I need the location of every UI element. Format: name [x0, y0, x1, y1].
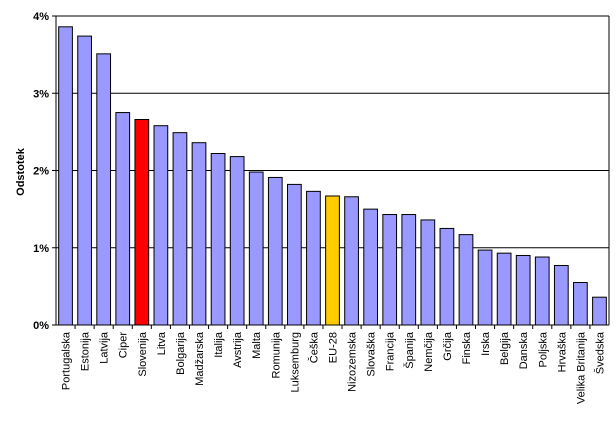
bar-poljska	[534, 256, 550, 326]
bar-francija	[382, 214, 398, 326]
x-tick-label: Hrvaška	[556, 331, 568, 372]
bar-luksemburg	[287, 183, 302, 326]
x-tick-label: Velika Britanija	[575, 331, 587, 404]
bar-ciper	[115, 112, 131, 326]
y-tick-label: 0%	[33, 320, 49, 332]
x-tick-label: Poljska	[537, 331, 549, 367]
axis-layer	[52, 15, 610, 329]
x-tick-label: Irska	[480, 331, 492, 356]
bar-irska	[477, 249, 493, 326]
x-tick-label: Avstrija	[232, 331, 244, 368]
y-tick-label: 1%	[33, 243, 49, 255]
bar-slovenija	[134, 119, 150, 326]
x-tick-label: Ciper	[118, 332, 130, 359]
x-tick-label: Nizozemska	[347, 331, 359, 392]
bar-nizozemska	[344, 196, 359, 326]
bar-španija	[401, 214, 417, 326]
bar-litva	[153, 125, 169, 326]
x-tick-label: Španija	[403, 331, 416, 369]
y-tick-label: 3%	[33, 88, 49, 100]
x-tick-label: Litva	[156, 331, 168, 355]
x-tick-label: Madžarska	[194, 331, 206, 386]
bar-velika-britanija	[573, 282, 588, 326]
x-tick-label: Nemčija	[423, 331, 435, 372]
x-tick-label: Slovenija	[137, 331, 149, 377]
bar-danska	[515, 254, 531, 326]
bar-italija	[210, 153, 226, 326]
bar-portugalska	[58, 26, 73, 326]
bar-malta	[248, 171, 264, 326]
bar-madžarska	[191, 142, 207, 326]
x-tick-label: Estonija	[80, 331, 92, 371]
x-tick-label: Malta	[251, 331, 263, 359]
x-tick-label: Italija	[213, 331, 225, 358]
bar-finska	[458, 234, 474, 326]
bar-avstrija	[229, 156, 245, 326]
bar-grčija	[439, 227, 455, 326]
bar-romunija	[267, 176, 283, 326]
bar-eu-28	[325, 195, 340, 326]
x-tick-label: Češka	[307, 331, 320, 363]
bar-slovaška	[363, 208, 378, 326]
x-tick-label: EU-28	[328, 332, 340, 363]
x-tick-label: Belgija	[499, 331, 511, 365]
bar-nemčija	[420, 219, 436, 326]
labels-layer: 0% 1% 2% 3% 4% Portugalska Estonija Latvija Cipe…	[33, 11, 606, 404]
bar-latvija	[96, 53, 112, 326]
bar-belgija	[496, 252, 512, 326]
x-tick-label: Portugalska	[61, 331, 73, 390]
y-tick-label: 2%	[33, 166, 49, 178]
x-tick-label: Francija	[385, 331, 397, 371]
x-tick-label: Švedska	[593, 331, 606, 374]
bar-estonija	[77, 35, 92, 326]
bar-bolgarija	[172, 132, 188, 326]
x-tick-label: Luksemburg	[289, 332, 301, 393]
bar-češka	[306, 190, 321, 326]
bars-layer	[58, 26, 607, 326]
x-tick-label: Latvija	[99, 331, 111, 364]
y-axis-title: Odstotek	[15, 147, 27, 196]
x-tick-label: Slovaška	[366, 331, 378, 377]
bar-švedska	[592, 296, 607, 326]
x-tick-label: Finska	[461, 331, 473, 364]
x-tick-label: Danska	[518, 331, 530, 369]
bar-hrvaška	[553, 265, 569, 326]
x-tick-label: Romunija	[270, 331, 282, 378]
x-tick-label: Grčija	[442, 331, 454, 361]
y-tick-label: 4%	[33, 11, 49, 23]
x-tick-label: Bolgarija	[175, 331, 187, 375]
